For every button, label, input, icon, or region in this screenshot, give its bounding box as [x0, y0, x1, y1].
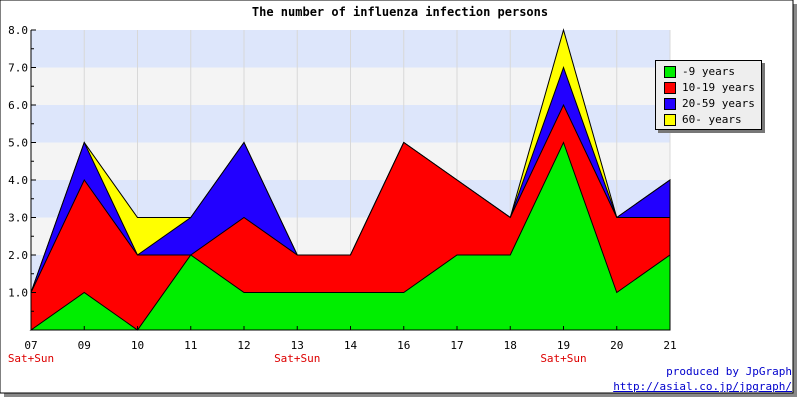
- weekend-label: Sat+Sun: [274, 352, 320, 365]
- weekend-label: Sat+Sun: [540, 352, 586, 365]
- legend-label: 60- years: [682, 113, 742, 126]
- x-tick-label: 20: [610, 339, 623, 352]
- legend-item: -9 years: [664, 65, 735, 79]
- y-tick-labels: 1.0 2.0 3.0 4.0 5.0 6.0 7.0 8.0: [8, 24, 28, 300]
- legend-item: 10-19 years: [664, 81, 755, 95]
- legend-label: 20-59 years: [682, 97, 755, 110]
- x-tick-label: 11: [184, 339, 197, 352]
- legend-swatch: [664, 66, 676, 78]
- credit-link[interactable]: http://asial.co.jp/jpgraph/: [613, 380, 792, 393]
- credit-url[interactable]: http://asial.co.jp/jpgraph/: [613, 380, 792, 393]
- x-tick-label: 18: [504, 339, 517, 352]
- y-tick-label: 5.0: [8, 137, 28, 150]
- x-tick-label: 10: [131, 339, 144, 352]
- stacked-areas: [29, 28, 671, 331]
- legend-item: 20-59 years: [664, 97, 755, 111]
- y-tick-label: 3.0: [8, 212, 28, 225]
- weekend-label: Sat+Sun: [8, 352, 54, 365]
- x-tick-label: 09: [78, 339, 91, 352]
- x-tick-label: 14: [344, 339, 358, 352]
- x-tick-label: 21: [663, 339, 676, 352]
- y-tick-label: 2.0: [8, 249, 28, 262]
- axes: [30, 29, 671, 331]
- chart-title: The number of influenza infection person…: [252, 5, 548, 19]
- x-tick-label: 19: [557, 339, 570, 352]
- x-tick-label: 16: [397, 339, 410, 352]
- y-tick-label: 7.0: [8, 62, 28, 75]
- legend-swatch: [664, 114, 676, 126]
- legend-label: -9 years: [682, 65, 735, 78]
- y-tick-label: 1.0: [8, 287, 28, 300]
- y-tick-label: 6.0: [8, 99, 28, 112]
- legend-swatch: [664, 82, 676, 94]
- y-tick-label: 4.0: [8, 174, 28, 187]
- legend-item: 60- years: [664, 113, 742, 127]
- legend-label: 10-19 years: [682, 81, 755, 94]
- legend-swatch: [664, 98, 676, 110]
- x-tick-label: 07: [24, 339, 37, 352]
- series-area-1: [29, 141, 671, 331]
- x-tick-label: 13: [291, 339, 304, 352]
- y-tick-label: 8.0: [8, 24, 28, 37]
- x-tick-label: 12: [237, 339, 250, 352]
- legend: -9 years 10-19 years 20-59 years 60- years: [655, 60, 762, 130]
- x-tick-label: 17: [450, 339, 463, 352]
- credit-line: produced by JpGraph: [666, 365, 792, 378]
